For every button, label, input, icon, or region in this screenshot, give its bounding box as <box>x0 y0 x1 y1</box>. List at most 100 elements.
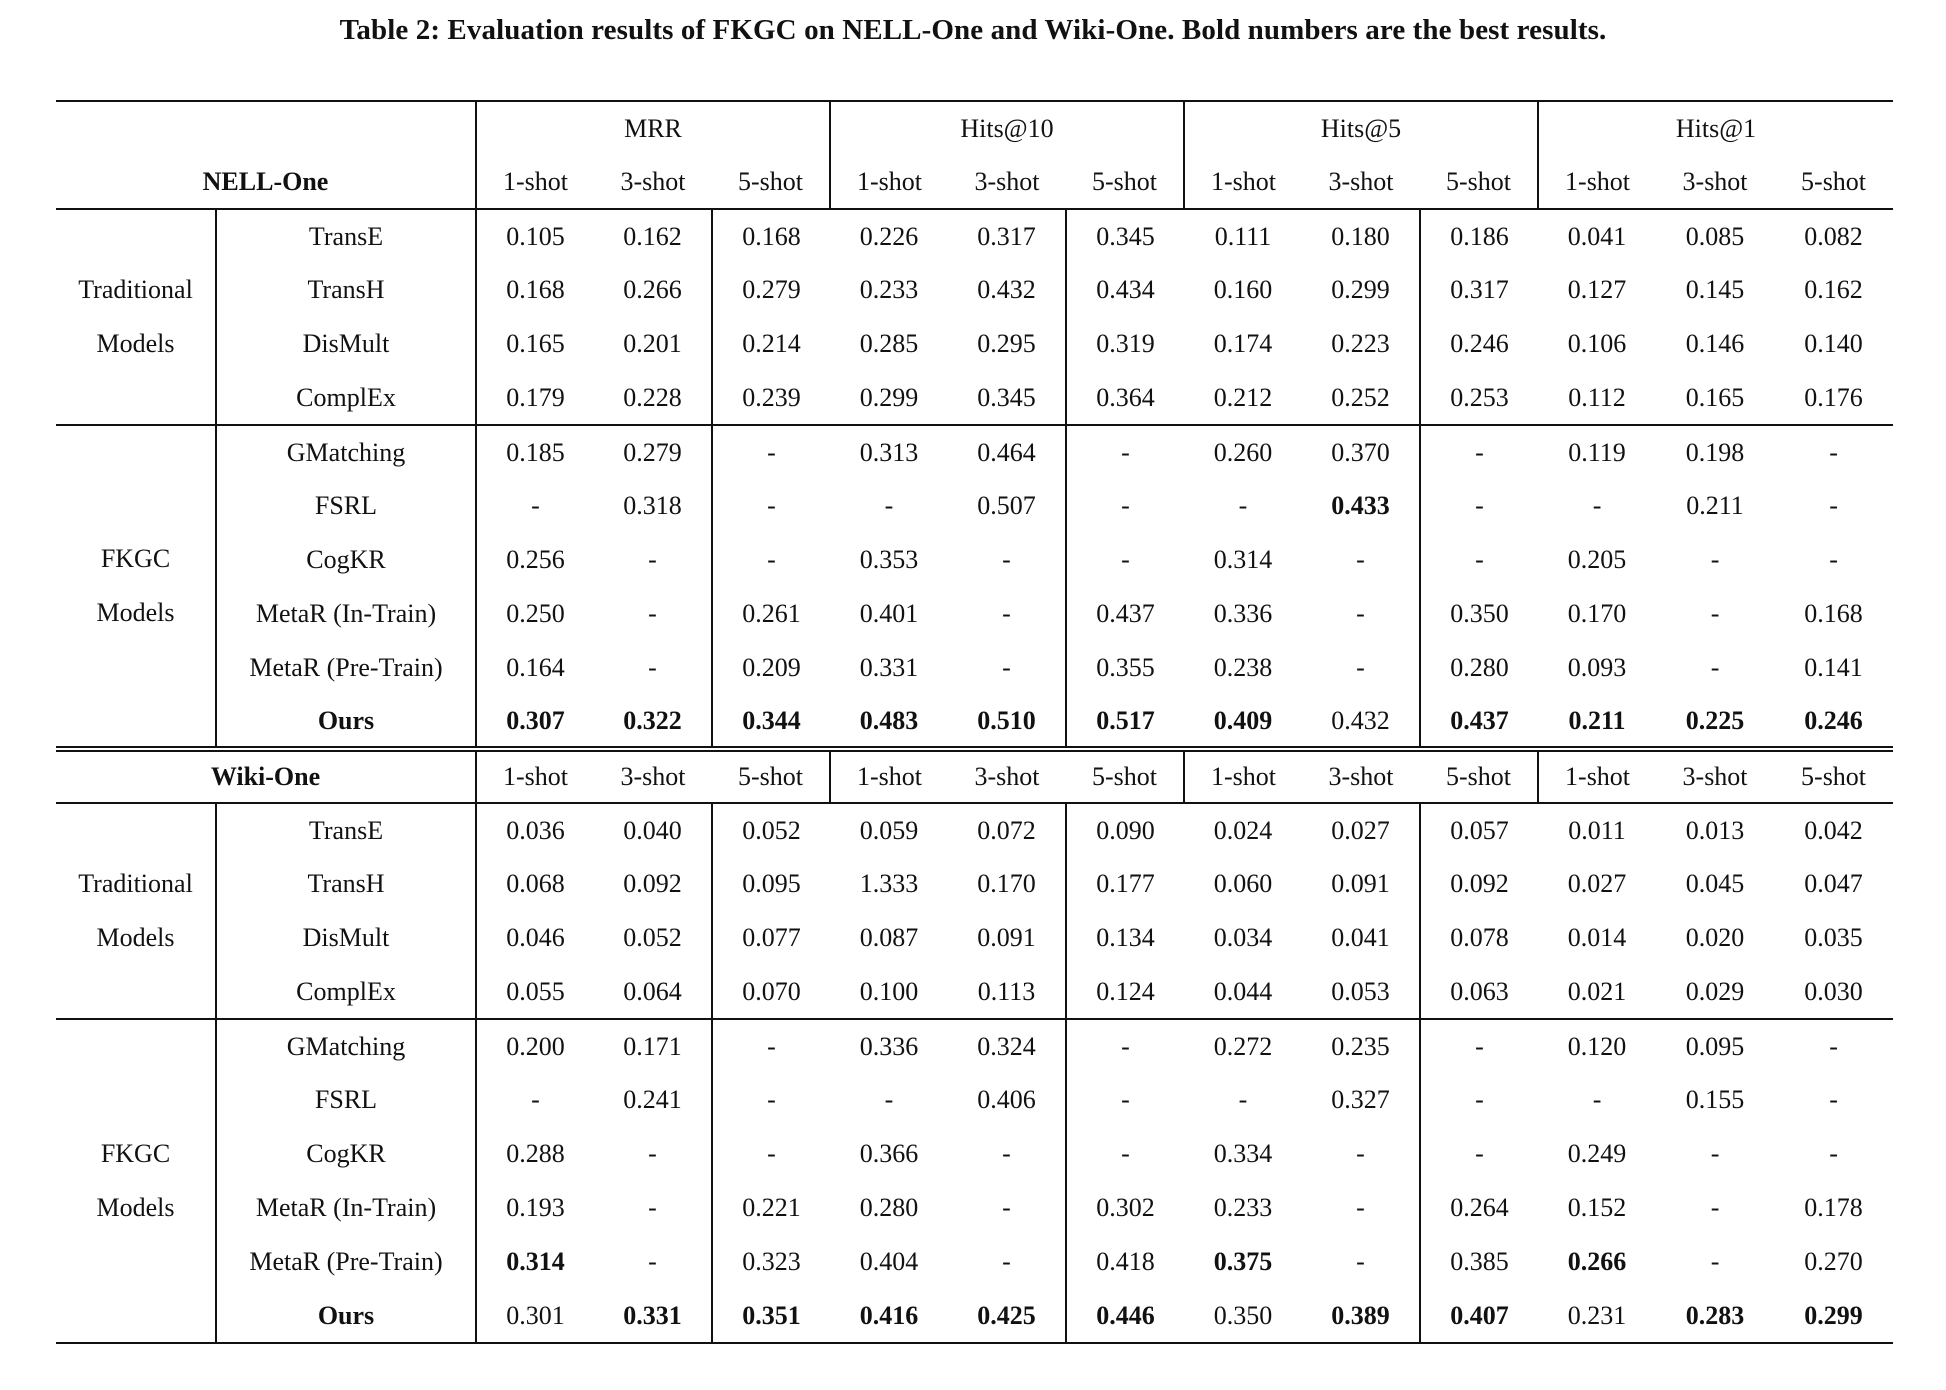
value-cell: 0.100 <box>859 976 919 1006</box>
value-cell: - <box>1065 479 1184 533</box>
table-row: MetaR (Pre-Train) 0.164 - 0.209 0.331 - 0.355 0… <box>56 641 1893 695</box>
dataset-header-row: Wiki-One 1-shot 3-shot 5-shot 1-shot 3-shot 5-… <box>56 749 1894 803</box>
value-cell: - <box>1002 1193 1011 1222</box>
value-cell: - <box>648 1139 657 1168</box>
value-cell: 0.299 <box>859 382 919 412</box>
value-cell: 0.241 <box>623 1085 682 1114</box>
value-cell: 0.014 <box>1567 923 1627 952</box>
value-cell: - <box>1592 1085 1602 1114</box>
value-cell: 0.345 <box>1065 209 1184 263</box>
model-name: Ours <box>216 695 477 749</box>
model-name: MetaR (Pre-Train) <box>216 641 477 695</box>
value-cell: 0.266 <box>623 275 682 304</box>
table-row: ComplEx 0.179 0.228 0.239 0.299 0.345 0.364 0.2… <box>56 371 1894 425</box>
value-cell: 0.280 <box>1418 641 1539 695</box>
value-cell: 0.085 <box>1685 221 1745 251</box>
value-cell: 0.260 <box>1213 437 1273 467</box>
value-cell: - <box>1356 1193 1365 1222</box>
value-cell: 0.030 <box>1804 976 1863 1006</box>
value-cell: 0.407 <box>1418 1289 1539 1343</box>
value-cell: 0.517 <box>1065 695 1184 749</box>
value-cell: - <box>1829 437 1838 467</box>
shot-header: 1-shot <box>503 166 568 196</box>
value-cell: - <box>1002 653 1011 682</box>
value-cell: - <box>1065 425 1184 479</box>
value-cell: 0.179 <box>506 382 565 412</box>
value-cell: 0.186 <box>1418 209 1539 263</box>
value-cell: 0.200 <box>506 1031 565 1061</box>
value-cell: - <box>711 1073 830 1127</box>
value-cell: 0.389 <box>1331 1300 1390 1330</box>
value-cell: 0.087 <box>859 923 919 952</box>
table-row: Traditional Models TransE 0.036 0.040 0.052 0.… <box>56 803 1893 1019</box>
value-cell: 0.082 <box>1804 221 1863 251</box>
value-cell: 0.510 <box>977 705 1036 735</box>
value-cell: 0.355 <box>1065 641 1184 695</box>
value-cell: - <box>1418 479 1539 533</box>
value-cell: 0.120 <box>1567 1031 1627 1061</box>
value-cell: - <box>1418 1073 1539 1127</box>
table-row: Traditional Models TransE 0.105 0.162 0.168 0.… <box>56 209 1893 425</box>
group-label-line: FKGC <box>100 1139 171 1168</box>
value-cell: - <box>1356 1139 1365 1168</box>
dataset-name: NELL-One <box>56 155 477 209</box>
value-cell: 0.318 <box>623 491 682 520</box>
value-cell: - <box>711 1127 830 1181</box>
value-cell: 0.211 <box>1686 491 1744 520</box>
value-cell: 0.209 <box>711 641 830 695</box>
metric-header-row: MRR Hits@10 Hits@5 Hits@1 <box>56 101 1894 155</box>
value-cell: 0.134 <box>1065 911 1184 965</box>
value-cell: 0.404 <box>859 1247 919 1276</box>
value-cell: 0.464 <box>977 437 1036 467</box>
value-cell: - <box>1829 1139 1838 1168</box>
value-cell: 0.212 <box>1213 382 1273 412</box>
value-cell: 0.261 <box>711 587 830 641</box>
value-cell: 0.185 <box>506 437 565 467</box>
value-cell: 0.041 <box>1331 923 1390 952</box>
value-cell: 0.177 <box>1065 857 1184 911</box>
shot-header: 1-shot <box>1537 749 1657 803</box>
value-cell: - <box>531 1085 540 1114</box>
value-cell: 0.072 <box>977 815 1036 845</box>
value-cell: - <box>1418 533 1539 587</box>
table-row: DisMult 0.046 0.052 0.077 0.087 0.091 0.134 0.0… <box>56 911 1893 965</box>
value-cell: 0.077 <box>711 911 830 965</box>
value-cell: 0.314 <box>506 1247 565 1276</box>
group-label-line: Traditional <box>78 275 193 304</box>
value-cell: - <box>1356 653 1365 682</box>
shot-header: 1-shot <box>829 155 948 209</box>
value-cell: 0.264 <box>1418 1181 1539 1235</box>
value-cell: 0.152 <box>1567 1193 1627 1222</box>
value-cell: 0.272 <box>1213 1031 1273 1061</box>
value-cell: - <box>1002 1139 1011 1168</box>
value-cell: - <box>1065 533 1184 587</box>
table-row: CogKR 0.288- -0.366- -0.334- -0.249- - <box>56 1127 1893 1181</box>
value-cell: 0.201 <box>623 329 682 358</box>
shot-header: 1-shot <box>503 762 568 791</box>
value-cell: 0.027 <box>1331 815 1390 845</box>
value-cell: 0.351 <box>711 1289 830 1343</box>
group-label: Traditional Models <box>56 803 217 1019</box>
value-cell: 0.223 <box>1331 329 1390 358</box>
value-cell: 0.233 <box>859 275 919 304</box>
value-cell: 0.168 <box>506 275 565 304</box>
value-cell: - <box>1356 599 1365 628</box>
value-cell: 0.246 <box>1418 317 1539 371</box>
table-row: MetaR (Pre-Train) 0.314 - 0.323 0.404 - 0.418 0… <box>56 1235 1893 1289</box>
value-cell: 0.046 <box>506 923 565 952</box>
value-cell: - <box>1829 545 1838 574</box>
value-cell: 0.053 <box>1331 976 1390 1006</box>
value-cell: 0.171 <box>623 1031 682 1061</box>
table-row: DisMult 0.165 0.201 0.214 0.285 0.295 0.319 0.1… <box>56 317 1893 371</box>
value-cell: - <box>648 1247 657 1276</box>
value-cell: 0.331 <box>859 653 919 682</box>
group-label-line: Models <box>96 1193 175 1222</box>
value-cell: - <box>648 545 657 574</box>
value-cell: 0.011 <box>1568 815 1626 845</box>
value-cell: 0.353 <box>859 545 919 574</box>
value-cell: 0.180 <box>1331 221 1390 251</box>
value-cell: 0.211 <box>1568 705 1626 735</box>
value-cell: 0.416 <box>859 1300 919 1330</box>
group-label-line: FKGC <box>100 544 171 573</box>
value-cell: 0.146 <box>1685 329 1745 358</box>
